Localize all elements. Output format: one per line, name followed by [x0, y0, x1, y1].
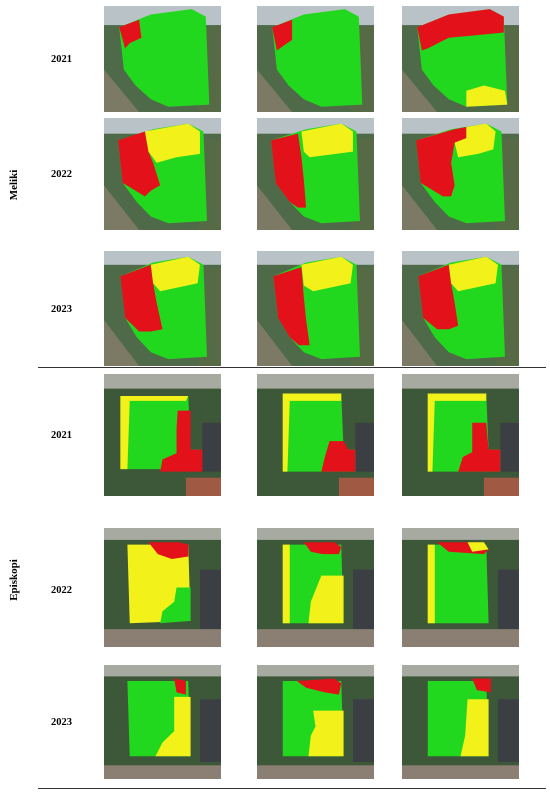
map-episkopi-2022-a: [104, 528, 221, 647]
map-meliki-2022-c: [402, 118, 519, 230]
map-meliki-2023-a: [104, 251, 221, 366]
map-meliki-2021-c: [402, 6, 519, 112]
map-episkopi-2022-b: [257, 528, 374, 647]
map-meliki-2023-b: [257, 251, 374, 366]
map-meliki-2023-c: [402, 251, 519, 366]
map-episkopi-2022-c: [402, 528, 519, 647]
map-episkopi-2023-b: [257, 665, 374, 779]
separator-rule: [38, 367, 546, 368]
year-label-meliki-2021: 2021: [51, 54, 72, 65]
year-label-meliki-2022: 2022: [51, 169, 72, 180]
map-episkopi-2023-c: [402, 665, 519, 779]
year-label-meliki-2023: 2023: [51, 304, 72, 315]
map-meliki-2022-a: [104, 118, 221, 230]
site-label-meliki: Meliki: [8, 169, 20, 201]
map-episkopi-2023-a: [104, 665, 221, 779]
site-label-episkopi: Episkopi: [8, 559, 20, 601]
map-meliki-2021-a: [104, 6, 221, 112]
year-label-episkopi-2022: 2022: [51, 585, 72, 596]
year-label-episkopi-2021: 2021: [51, 430, 72, 441]
map-episkopi-2021-a: [104, 374, 221, 496]
year-label-episkopi-2023: 2023: [51, 717, 72, 728]
map-meliki-2021-b: [257, 6, 374, 112]
map-episkopi-2021-c: [402, 374, 519, 496]
map-episkopi-2021-b: [257, 374, 374, 496]
map-meliki-2022-b: [257, 118, 374, 230]
bottom-rule: [38, 788, 546, 789]
